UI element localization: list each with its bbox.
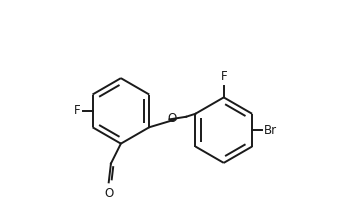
Text: O: O: [104, 187, 114, 200]
Text: F: F: [220, 70, 227, 83]
Text: F: F: [74, 104, 81, 117]
Text: Br: Br: [264, 124, 277, 137]
Text: O: O: [168, 112, 177, 125]
